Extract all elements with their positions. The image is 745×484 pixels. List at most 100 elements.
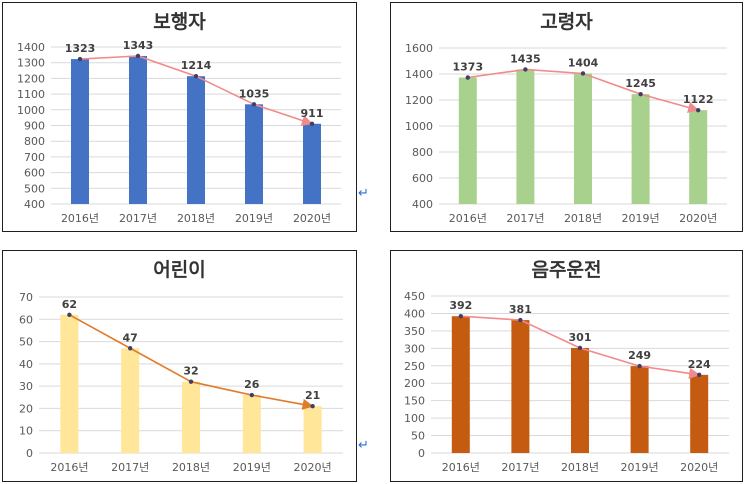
data-point	[577, 345, 583, 351]
bar	[516, 69, 535, 204]
data-label: 1214	[181, 59, 212, 72]
bar	[303, 406, 322, 453]
bar	[631, 94, 650, 204]
y-tick-label: 150	[404, 395, 425, 408]
bar	[630, 366, 649, 453]
y-tick-label: 450	[404, 290, 425, 303]
y-tick-label: 1000	[405, 120, 433, 133]
y-tick-label: 1000	[17, 104, 45, 117]
data-point	[309, 121, 315, 126]
bar	[690, 374, 709, 453]
bar	[187, 76, 205, 204]
bar	[689, 110, 708, 204]
y-tick-label: 300	[404, 342, 425, 355]
return-mark: ↵	[358, 186, 369, 201]
data-point	[251, 102, 257, 107]
data-label: 224	[688, 358, 711, 371]
bar	[182, 381, 200, 453]
data-point	[518, 317, 523, 323]
data-point	[310, 404, 315, 409]
y-tick-label: 600	[24, 167, 45, 180]
y-tick-label: 40	[19, 358, 33, 371]
data-point	[249, 392, 254, 398]
data-point	[523, 67, 528, 72]
y-tick-label: 200	[404, 377, 425, 390]
data-label: 1122	[683, 93, 714, 106]
data-label: 1323	[65, 42, 96, 55]
chart-title: 어린이	[153, 259, 206, 281]
x-tick-label: 2018년	[564, 212, 602, 225]
x-tick-label: 2018년	[172, 461, 210, 474]
y-tick-label: 1200	[405, 94, 433, 107]
y-tick-label: 1200	[17, 72, 45, 85]
y-tick-label: 50	[19, 336, 33, 349]
chart-title: 음주운전	[531, 259, 602, 281]
x-tick-label: 2018년	[177, 212, 215, 225]
chart-title: 고령자	[540, 11, 593, 33]
y-tick-label: 350	[404, 325, 425, 338]
bar	[129, 55, 147, 204]
data-point	[638, 91, 643, 97]
data-point	[128, 346, 133, 351]
x-tick-label: 2020년	[680, 461, 718, 474]
y-tick-label: 900	[24, 120, 45, 133]
data-label: 26	[244, 378, 260, 391]
data-point	[135, 53, 141, 59]
x-tick-label: 2018년	[561, 461, 599, 474]
bar	[60, 314, 79, 453]
x-tick-label: 2020년	[294, 461, 332, 474]
y-tick-label: 400	[412, 198, 433, 211]
y-tick-label: 800	[412, 146, 433, 159]
y-tick-label: 700	[24, 151, 45, 164]
data-label: 1245	[625, 77, 656, 90]
data-point	[696, 107, 701, 113]
bar	[574, 73, 592, 204]
y-tick-label: 10	[19, 425, 33, 438]
y-tick-label: 1100	[17, 88, 45, 101]
y-tick-label: 600	[412, 172, 433, 185]
y-tick-label: 1400	[405, 68, 433, 81]
x-tick-label: 2017년	[501, 461, 539, 474]
data-point	[697, 372, 702, 378]
chart-svg: 0 50 100 150 200 250 300 350 400 450 2016년 2017년 201…	[404, 290, 729, 474]
x-tick-label: 2016년	[50, 461, 88, 474]
data-point	[580, 71, 586, 76]
data-point	[465, 75, 470, 80]
chart-svg: 400 600 800 1000 1200 1400 1600 2016년 2017년 2018년…	[405, 42, 727, 225]
chart-svg: 400 500 600 700 800 900 1000 1100 1200 1300 1400 20…	[17, 39, 341, 225]
data-label: 392	[449, 299, 472, 312]
x-tick-label: 2019년	[622, 212, 660, 225]
y-tick-label: 0	[26, 447, 33, 460]
chart-panel-elderly: 고령자 400 600 800 1000 1200 1400 1600 2016년 2017년 2…	[390, 2, 743, 232]
data-point	[67, 312, 72, 318]
data-label: 47	[123, 331, 138, 344]
y-tick-label: 100	[404, 412, 425, 425]
y-tick-label: 1600	[405, 42, 433, 55]
y-tick-label: 400	[404, 307, 425, 320]
bar	[121, 348, 140, 453]
y-tick-label: 0	[418, 447, 425, 460]
bar	[245, 104, 263, 204]
x-tick-label: 2017년	[119, 212, 157, 225]
data-label: 1035	[239, 87, 270, 100]
x-tick-label: 2019년	[233, 461, 271, 474]
y-tick-label: 60	[19, 313, 33, 326]
y-tick-label: 20	[19, 402, 33, 415]
data-label: 381	[509, 303, 532, 316]
data-label: 1373	[452, 61, 483, 74]
return-mark: ↵	[358, 438, 369, 453]
y-tick-label: 250	[404, 360, 425, 373]
x-tick-label: 2019년	[621, 461, 659, 474]
y-tick-label: 800	[24, 135, 45, 148]
x-tick-label: 2016년	[449, 212, 487, 225]
chart-panel-drunk-driving: 음주운전 0 50 100 150 200 250 300 350 400 450 2016년 201…	[390, 250, 743, 482]
y-tick-label: 400	[24, 198, 45, 211]
x-tick-label: 2020년	[679, 212, 717, 225]
x-tick-label: 2020년	[293, 212, 331, 225]
data-label: 1404	[568, 56, 599, 69]
bar	[303, 123, 321, 204]
bar	[571, 347, 589, 453]
data-label: 301	[569, 331, 592, 344]
bar	[451, 316, 470, 453]
data-label: 21	[305, 389, 320, 402]
